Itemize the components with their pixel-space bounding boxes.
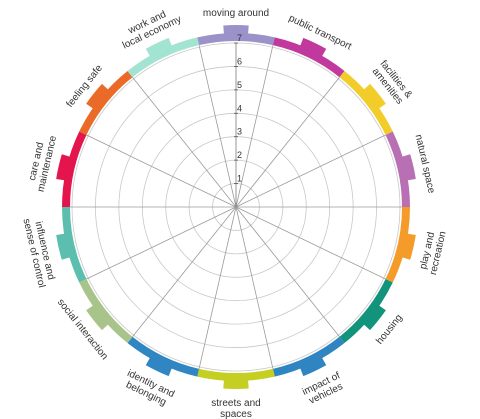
category-label-12: care andmaintenance — [25, 132, 59, 193]
category-label-5: play andrecreation — [417, 228, 448, 276]
rim-segment-1 — [197, 32, 275, 46]
spoke-line-8 — [198, 206, 237, 369]
rim-segment-11 — [62, 207, 87, 283]
spoke-line-13 — [132, 76, 237, 208]
rim-tab-12 — [56, 154, 71, 181]
tick-label-3: 3 — [237, 127, 242, 137]
spoke-line-7 — [235, 206, 274, 369]
rim-tab-7 — [300, 357, 327, 377]
tick-label-5: 5 — [237, 80, 242, 90]
rim-segment-3 — [339, 70, 393, 135]
rim-tab-6 — [363, 305, 386, 331]
rim-segment-2 — [272, 37, 345, 78]
radar-spokes — [70, 45, 402, 369]
rim-tab-14 — [145, 37, 172, 57]
category-label-4: natural space — [413, 133, 437, 194]
rim-tab-11 — [56, 233, 71, 260]
rim-segment-5 — [385, 207, 410, 283]
rim-tab-4 — [401, 154, 416, 181]
rim-segment-4 — [385, 131, 410, 207]
spoke-line-9 — [132, 206, 237, 338]
category-label-1: moving around — [203, 8, 269, 19]
tick-label-7: 7 — [237, 33, 242, 43]
category-label-14: work andlocal economy — [116, 4, 183, 52]
tick-label-6: 6 — [237, 56, 242, 66]
rim-tab-3 — [363, 83, 386, 109]
color-rim — [56, 24, 416, 390]
spoke-line-5 — [235, 206, 386, 280]
spoke-line-12 — [86, 134, 237, 208]
radial-axis: 1 2 3 4 5 6 7 — [234, 33, 242, 207]
rim-tab-10 — [86, 305, 109, 331]
rim-segment-12 — [62, 131, 87, 207]
spoke-line-6 — [235, 206, 340, 338]
spoke-line-1 — [235, 45, 274, 208]
rim-segment-6 — [339, 279, 393, 344]
rim-tab-9 — [145, 357, 172, 377]
rim-tab-1 — [223, 24, 249, 35]
tick-label-1: 1 — [237, 174, 242, 184]
rim-segment-10 — [79, 279, 133, 344]
tick-label-4: 4 — [237, 103, 242, 113]
spoke-line-3 — [235, 134, 386, 208]
spoke-line-14 — [198, 45, 237, 208]
spoke-line-2 — [235, 76, 340, 208]
rim-tab-13 — [86, 83, 109, 109]
spoke-line-10 — [86, 206, 237, 280]
rim-segment-8 — [197, 368, 275, 382]
rim-tab-8 — [223, 379, 249, 390]
tick-label-2: 2 — [237, 150, 242, 160]
category-label-8: streets and spaces — [211, 398, 260, 419]
category-label-7: impact ofvehicles — [301, 370, 347, 408]
rim-tab-5 — [401, 233, 416, 260]
rim-tab-2 — [300, 37, 327, 57]
rim-segment-13 — [79, 70, 133, 135]
rim-segment-9 — [127, 336, 200, 377]
rim-segment-7 — [272, 336, 345, 377]
category-label-11: influence andsense of control — [20, 215, 57, 289]
rim-segment-14 — [127, 37, 200, 78]
